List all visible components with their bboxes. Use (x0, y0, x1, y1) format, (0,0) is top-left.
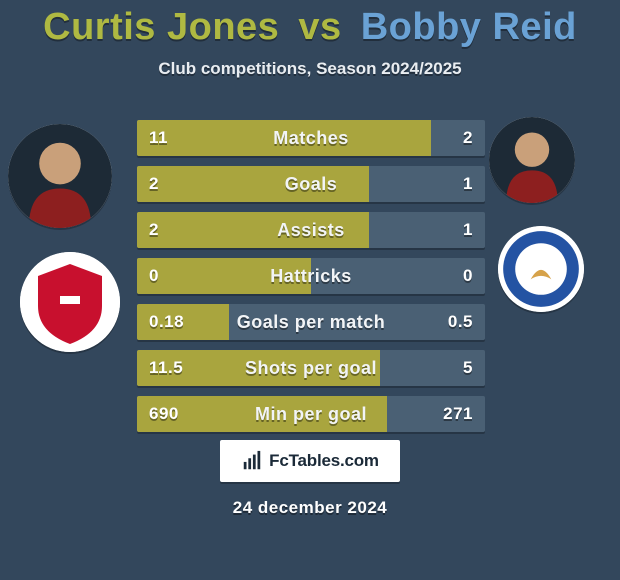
stat-row: 0.18Goals per match0.5 (137, 304, 485, 340)
vs-label: vs (298, 6, 341, 48)
stat-row: 2Assists1 (137, 212, 485, 248)
player2-name: Bobby Reid (361, 6, 577, 48)
stat-metric: Hattricks (137, 258, 485, 294)
player1-name: Curtis Jones (43, 6, 279, 48)
watermark-text: FcTables.com (269, 451, 379, 471)
player1-club-crest (20, 252, 120, 352)
stat-metric: Goals per match (137, 304, 485, 340)
stat-value-right: 5 (463, 350, 473, 386)
player2-club-crest (498, 226, 584, 312)
stat-metric: Assists (137, 212, 485, 248)
stat-value-right: 0.5 (448, 304, 473, 340)
stat-row: 2Goals1 (137, 166, 485, 202)
stat-row: 0Hattricks0 (137, 258, 485, 294)
stat-metric: Shots per goal (137, 350, 485, 386)
player1-photo (8, 124, 112, 228)
comparison-title: Curtis Jones vs Bobby Reid (0, 0, 620, 49)
stat-value-right: 1 (463, 166, 473, 202)
bar-chart-icon (241, 450, 263, 472)
stat-row: 690Min per goal271 (137, 396, 485, 432)
stat-row: 11.5Shots per goal5 (137, 350, 485, 386)
stat-value-right: 2 (463, 120, 473, 156)
player2-photo (489, 117, 575, 203)
stat-value-right: 0 (463, 258, 473, 294)
stat-row: 11Matches2 (137, 120, 485, 156)
fctables-watermark: FcTables.com (220, 440, 400, 482)
stat-metric: Min per goal (137, 396, 485, 432)
stat-value-right: 1 (463, 212, 473, 248)
comparison-chart: 11Matches22Goals12Assists10Hattricks00.1… (137, 120, 485, 442)
stat-value-right: 271 (443, 396, 473, 432)
subtitle: Club competitions, Season 2024/2025 (0, 59, 620, 79)
report-date: 24 december 2024 (0, 498, 620, 518)
stat-metric: Goals (137, 166, 485, 202)
stat-metric: Matches (137, 120, 485, 156)
